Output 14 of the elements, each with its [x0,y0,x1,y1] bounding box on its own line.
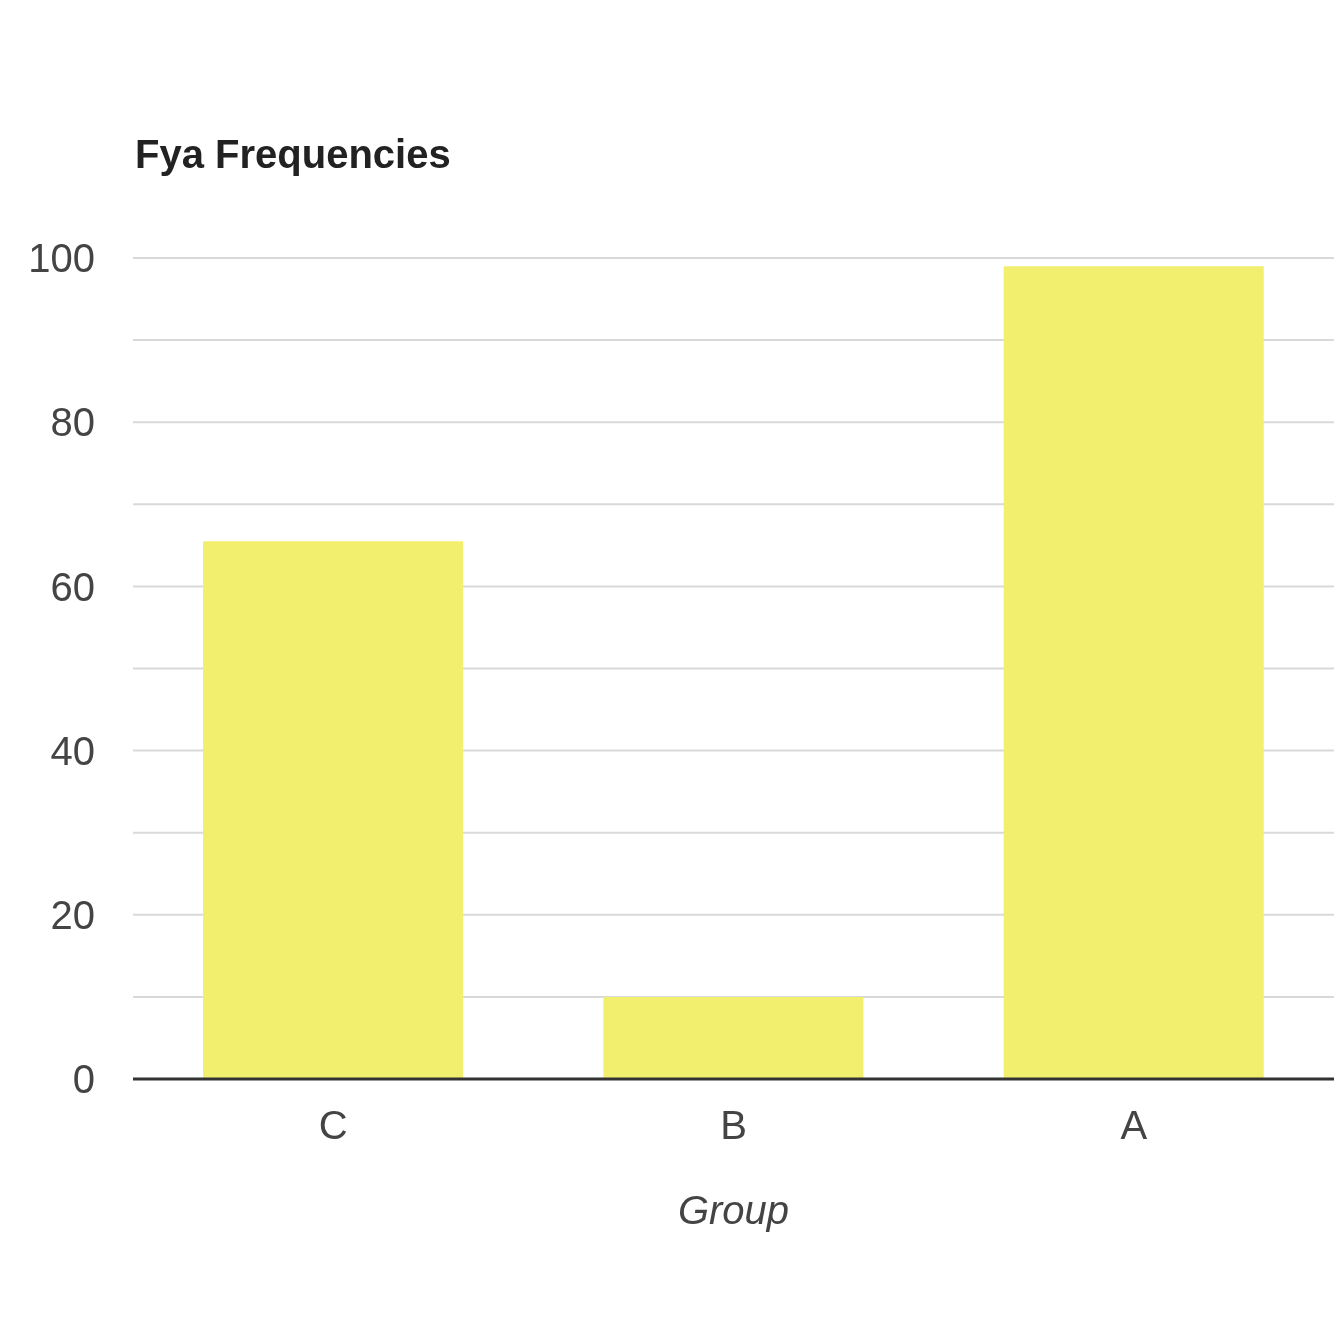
x-tick-label: C [318,1103,348,1148]
x-tick-label: B [720,1103,747,1148]
bar [203,541,464,1079]
chart-title: Fya Frequencies [135,132,451,177]
y-tick-label: 80 [50,400,95,445]
bar [1003,266,1264,1079]
y-tick-label: 0 [72,1057,95,1102]
y-tick-label: 40 [50,728,95,773]
y-tick-label: 100 [28,236,95,281]
y-tick-label: 20 [50,893,95,937]
x-tick-label: A [1120,1103,1148,1148]
x-axis-title: Group [677,1188,790,1232]
bar [603,996,864,1079]
y-tick-label: 60 [50,564,95,609]
